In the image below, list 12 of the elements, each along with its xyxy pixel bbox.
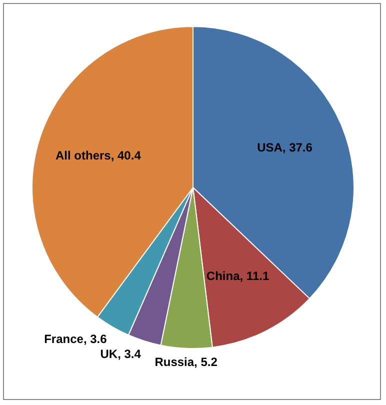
slice-label: All others <box>56 148 112 163</box>
data-label: , 3.6 <box>83 332 108 346</box>
slice-label: USA <box>257 140 283 155</box>
slice-label: France <box>44 332 84 346</box>
slice-label: China <box>206 269 240 284</box>
data-label: , 11.1 <box>240 269 270 284</box>
slice-label: Russia <box>154 354 194 369</box>
data-label: , 5.2 <box>194 354 218 369</box>
data-label: , 3.4 <box>118 347 142 362</box>
data-label: , 37.6 <box>282 140 313 155</box>
data-label: , 40.4 <box>110 148 142 163</box>
slice-label: UK <box>100 347 118 362</box>
